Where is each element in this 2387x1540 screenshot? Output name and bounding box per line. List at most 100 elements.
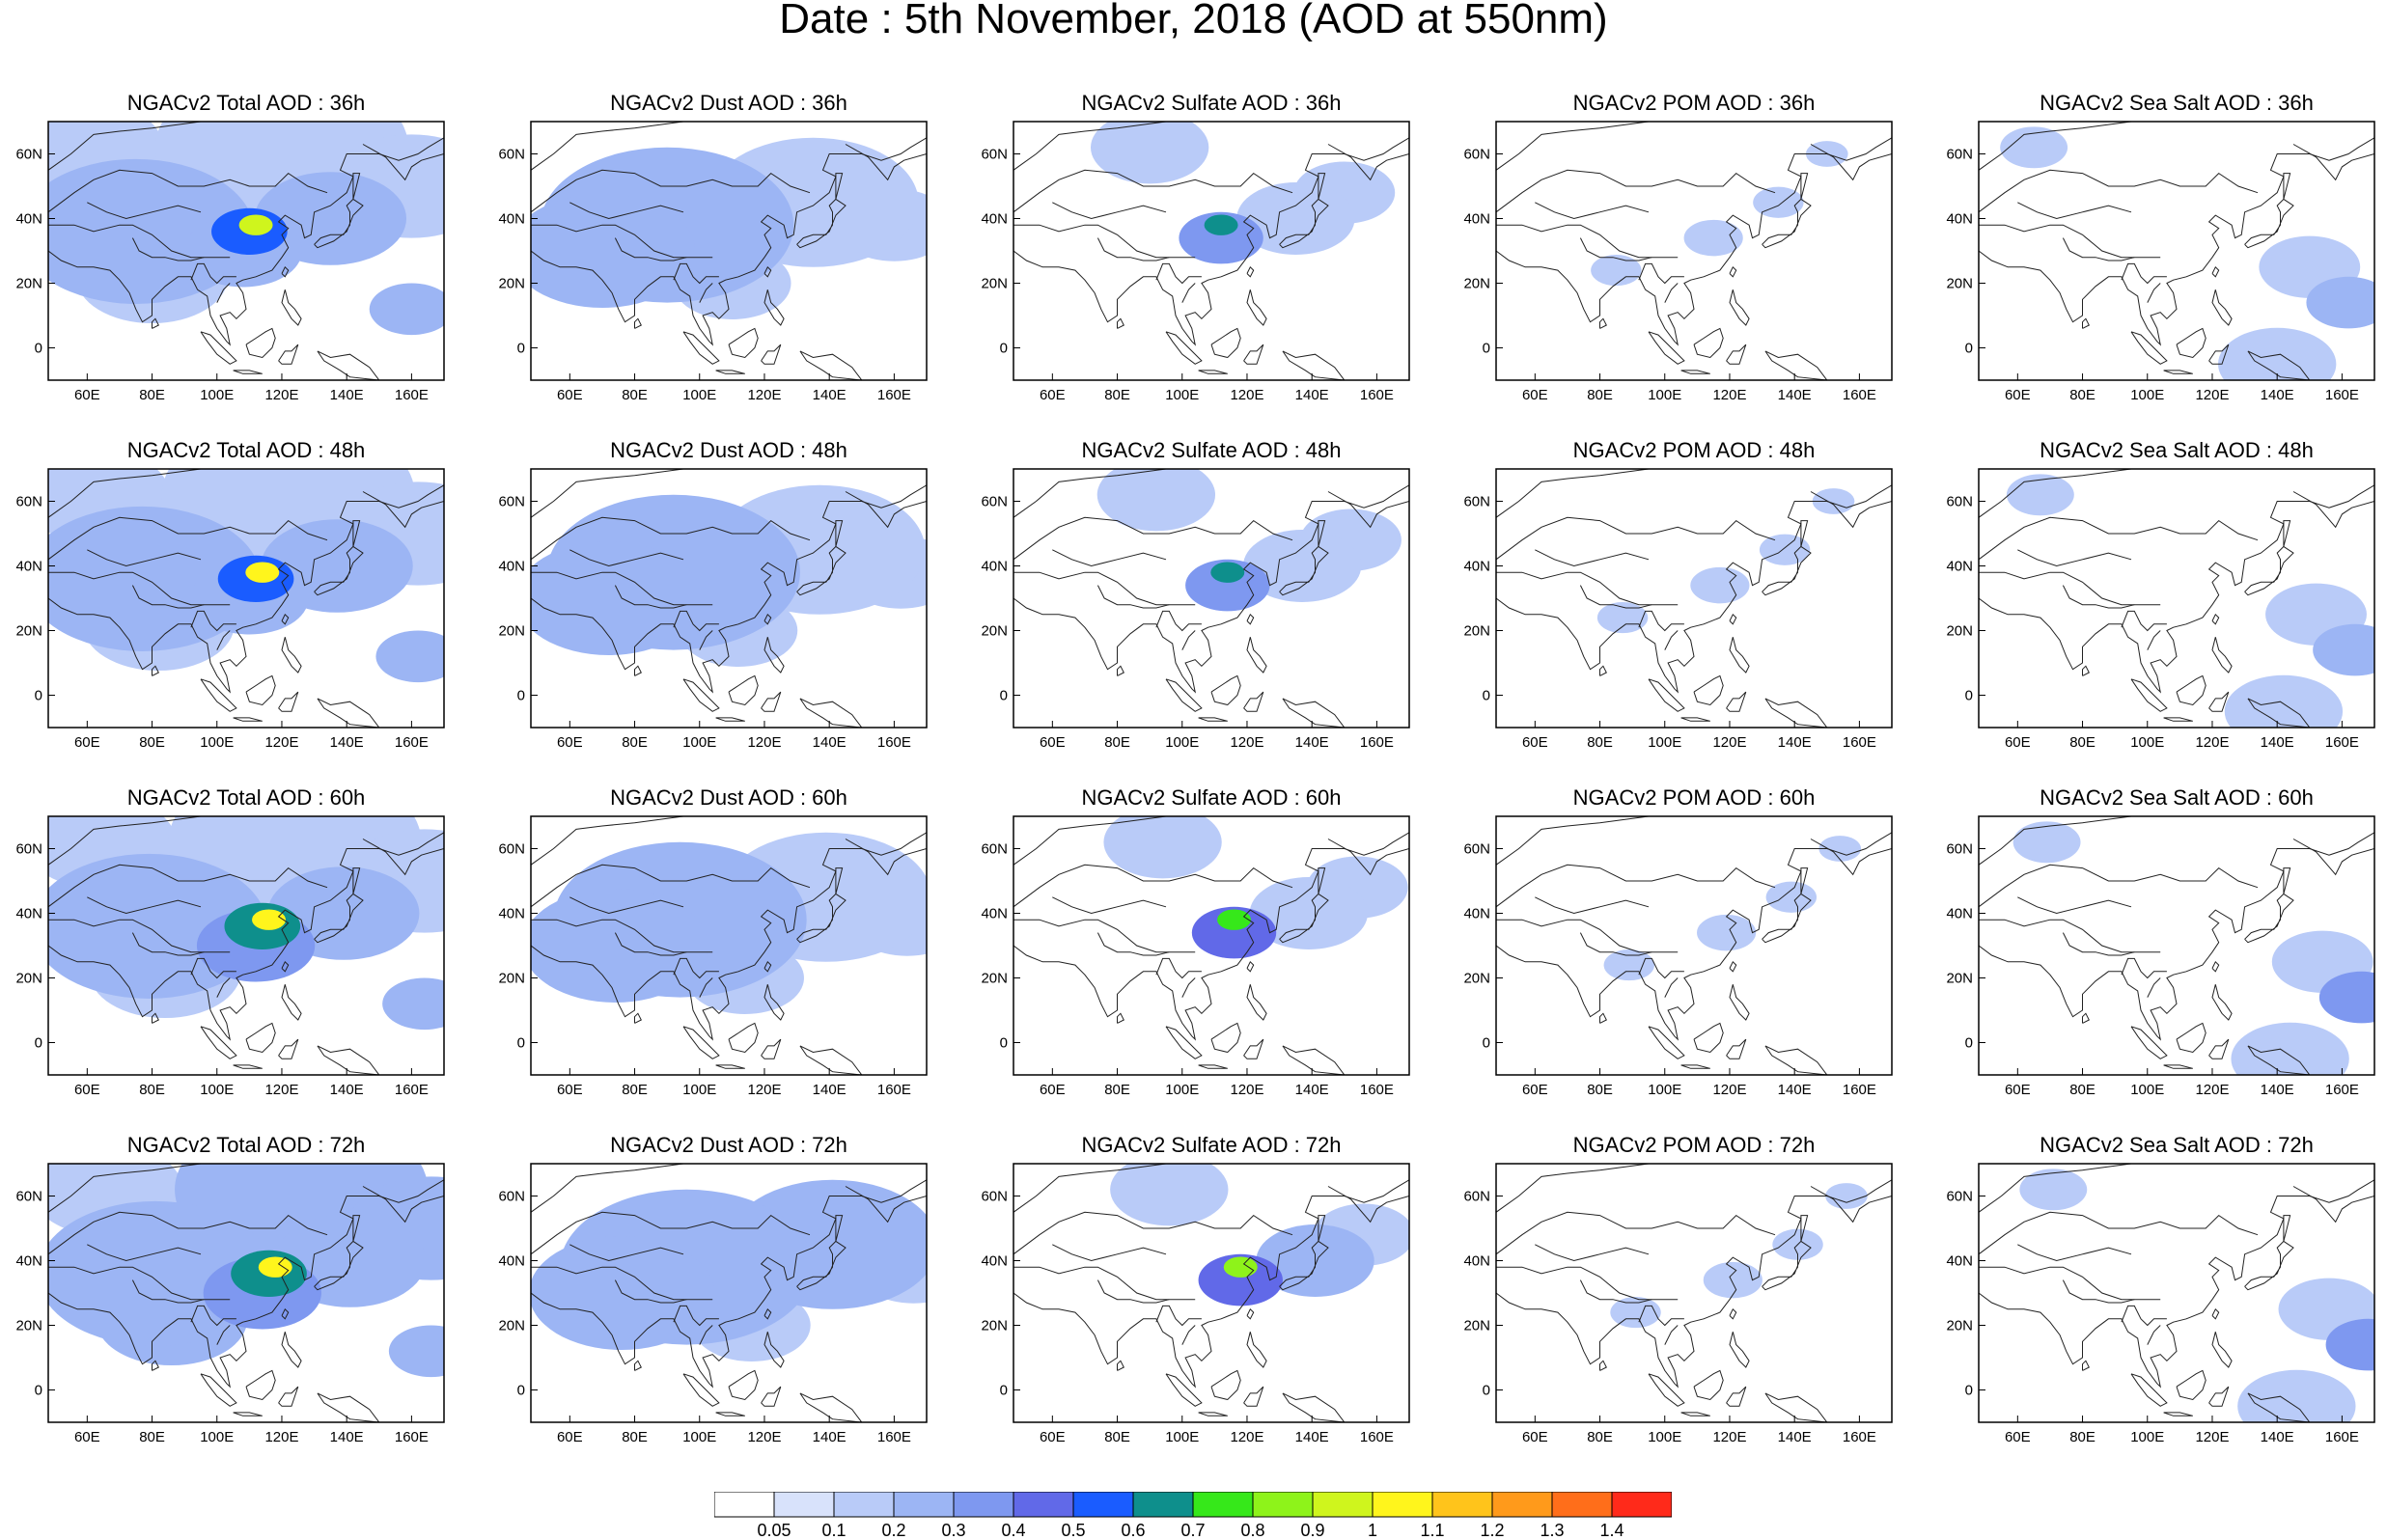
map-panel: NGACv2 Total AOD : 36h 60E 80E 100E 120E 140E… bbox=[15, 91, 531, 430]
coastline bbox=[1210, 327, 1241, 359]
map-frame bbox=[530, 815, 928, 1076]
coastline bbox=[1013, 469, 1167, 518]
coastline bbox=[2283, 173, 2291, 200]
coastline bbox=[2244, 893, 2294, 944]
coastline bbox=[1664, 283, 1679, 303]
lon-tick-label: 120E bbox=[2195, 1429, 2229, 1445]
coastline bbox=[1246, 1307, 1255, 1320]
coastline bbox=[1762, 545, 1812, 596]
coastline bbox=[1181, 283, 1196, 303]
coastline bbox=[216, 630, 231, 650]
coastline bbox=[1013, 816, 1167, 866]
map-panel: NGACv2 Sea Salt AOD : 72h 60E 80E 100E 120E 1… bbox=[1946, 1133, 2387, 1472]
coastline bbox=[1279, 545, 1329, 596]
coastline bbox=[763, 1332, 785, 1368]
map-plot: 60E 80E 100E 120E 140E 160E 60N 40N 20N 0 bbox=[981, 468, 1410, 751]
coastline bbox=[763, 289, 785, 326]
lat-tick-label: 20N bbox=[1946, 971, 1973, 987]
coastline bbox=[728, 327, 759, 359]
panel-title: NGACv2 Sulfate AOD : 60h bbox=[1081, 785, 1342, 810]
colorbar-swatch bbox=[953, 1492, 1014, 1518]
coastline bbox=[1729, 960, 1737, 973]
lat-tick-label: 60N bbox=[981, 147, 1008, 163]
coastline bbox=[1693, 674, 1724, 706]
coastline bbox=[531, 864, 811, 908]
lon-tick-label: 160E bbox=[2325, 1429, 2359, 1445]
lon-tick-label: 160E bbox=[877, 1082, 911, 1098]
map-frame bbox=[1495, 468, 1893, 729]
lon-tick-label: 80E bbox=[2069, 387, 2096, 403]
lat-tick-label: 40N bbox=[981, 1253, 1008, 1270]
coastline bbox=[2176, 1369, 2207, 1401]
coastline bbox=[2147, 1325, 2161, 1345]
coastline bbox=[835, 173, 844, 200]
map-frame bbox=[1978, 815, 2375, 1076]
coastline bbox=[2163, 370, 2193, 374]
coastline bbox=[2121, 957, 2167, 979]
coastline bbox=[1726, 1386, 1747, 1407]
aod-region bbox=[2006, 474, 2074, 516]
lat-tick-label: 20N bbox=[1463, 971, 1490, 987]
coastline bbox=[699, 1325, 713, 1345]
coastline bbox=[1165, 678, 1203, 712]
lat-tick-label: 0 bbox=[35, 1035, 42, 1052]
coastline bbox=[1599, 317, 1607, 329]
map-frame bbox=[1978, 1163, 2375, 1423]
coastline bbox=[531, 919, 713, 953]
coastline bbox=[1210, 1022, 1241, 1054]
lon-tick-label: 80E bbox=[1587, 1429, 1613, 1445]
aod-region bbox=[531, 541, 702, 655]
map-panel: NGACv2 Dust AOD : 36h 60E 80E 100E 120E 140E 1… bbox=[498, 91, 1013, 430]
lat-tick-label: 0 bbox=[1965, 1035, 1973, 1052]
colorbar-swatch bbox=[1491, 1492, 1553, 1518]
coastline bbox=[48, 484, 444, 694]
coastline bbox=[531, 484, 927, 694]
map-frame bbox=[1495, 815, 1893, 1076]
lat-tick-label: 40N bbox=[498, 1253, 525, 1270]
lon-tick-label: 80E bbox=[1587, 734, 1613, 751]
aod-region bbox=[1204, 214, 1238, 235]
coastline bbox=[531, 224, 713, 259]
aod-region bbox=[2218, 327, 2337, 380]
coastline bbox=[614, 1279, 687, 1304]
coastline bbox=[314, 893, 364, 944]
coastline bbox=[2247, 1392, 2311, 1422]
map-frame bbox=[530, 468, 928, 729]
coastline bbox=[1181, 977, 1196, 998]
coastline bbox=[48, 169, 328, 213]
lat-tick-label: 40N bbox=[1946, 906, 1973, 922]
lat-tick-label: 40N bbox=[498, 211, 525, 228]
coastline bbox=[1693, 1022, 1724, 1054]
aod-region bbox=[1690, 566, 1750, 604]
lat-tick-label: 20N bbox=[15, 623, 42, 640]
panel-title: NGACv2 Dust AOD : 48h bbox=[610, 438, 847, 462]
lon-tick-label: 100E bbox=[1648, 1429, 1681, 1445]
lat-tick-label: 40N bbox=[15, 559, 42, 575]
lon-tick-label: 80E bbox=[1587, 387, 1613, 403]
coastline bbox=[2244, 198, 2294, 249]
coastline bbox=[1243, 344, 1264, 365]
lon-tick-label: 60E bbox=[74, 734, 100, 751]
lon-tick-label: 160E bbox=[2325, 1082, 2359, 1098]
coastline bbox=[614, 932, 687, 956]
coastline bbox=[314, 1240, 364, 1291]
map-frame bbox=[1013, 468, 1410, 729]
lon-tick-label: 160E bbox=[1360, 734, 1394, 751]
lon-tick-label: 100E bbox=[1648, 1082, 1681, 1098]
coastline bbox=[1979, 816, 2132, 866]
coastline bbox=[281, 613, 290, 625]
coastline bbox=[1680, 717, 1710, 722]
coastline bbox=[362, 491, 444, 529]
map-panel: NGACv2 Total AOD : 48h 60E 80E 100E 120E 140E… bbox=[15, 438, 531, 778]
coastline bbox=[1165, 1026, 1203, 1059]
lat-tick-label: 20N bbox=[15, 276, 42, 292]
lon-tick-label: 80E bbox=[2069, 734, 2096, 751]
lon-tick-label: 160E bbox=[1360, 1429, 1394, 1445]
lat-tick-label: 0 bbox=[1483, 688, 1490, 704]
map-plot: 60E 80E 100E 120E 140E 160E 60N 40N 20N 0 bbox=[498, 1163, 928, 1445]
lat-tick-label: 0 bbox=[1000, 1035, 1008, 1052]
lon-tick-label: 140E bbox=[330, 1082, 364, 1098]
coastline bbox=[1318, 173, 1326, 200]
coastline bbox=[152, 1012, 159, 1024]
